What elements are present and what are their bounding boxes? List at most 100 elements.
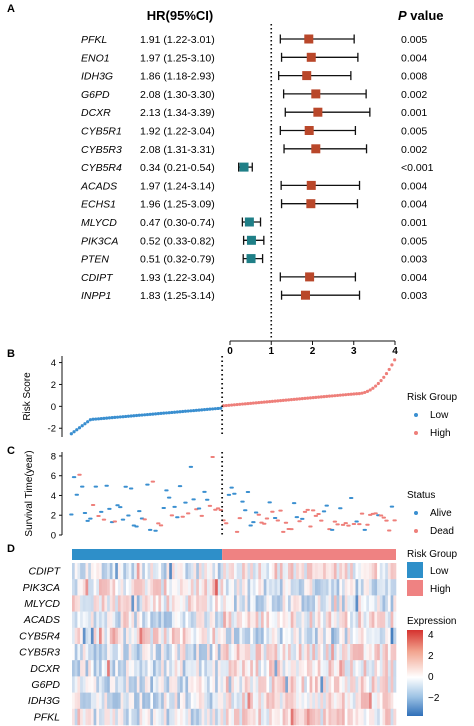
heatmap-cell: [301, 579, 305, 596]
heatmap-cell: [126, 708, 129, 726]
heatmap-cell: [371, 579, 375, 596]
survival-point: [104, 484, 109, 487]
heatmap-cell: [247, 660, 251, 677]
heatmap-cell: [190, 644, 194, 661]
heatmap-cell: [190, 611, 194, 629]
risk-point: [393, 358, 397, 362]
gene-label: INPP1: [81, 290, 111, 302]
heatmap-cell: [269, 563, 273, 580]
heatmap-cell: [309, 708, 313, 726]
heatmap-cell: [377, 660, 381, 677]
hr-ci-label: 1.92 (1.22-3.04): [140, 126, 215, 138]
heatmap-cell: [82, 644, 86, 661]
heatmap-cell: [201, 579, 205, 596]
p-column-header: P value: [398, 8, 444, 23]
heatmap-cell: [85, 627, 89, 645]
heatmap-cell: [96, 676, 100, 693]
heatmap-cell: [344, 563, 348, 580]
heatmap-cell: [144, 627, 148, 645]
heatmap-cell: [266, 627, 270, 645]
risk-y-tick-label: 4: [51, 358, 56, 369]
heatmap-cell: [74, 611, 78, 629]
risk-point: [382, 375, 386, 379]
heatmap-cell: [228, 595, 232, 612]
heatmap-cell: [115, 708, 119, 726]
hr-ci-label: 2.08 (1.30-3.30): [140, 89, 215, 101]
risk-point: [126, 414, 131, 418]
heatmap-cell: [207, 611, 210, 629]
heatmap-cell: [185, 595, 189, 612]
p-value-label: 0.008: [401, 71, 427, 83]
heatmap-cell: [293, 708, 297, 726]
heatmap-cell: [293, 692, 297, 710]
survival-point: [316, 513, 321, 516]
heatmap-cell: [107, 676, 111, 693]
heatmap-cell: [80, 676, 84, 693]
risk-point: [319, 395, 323, 399]
heatmap-cell: [228, 627, 232, 645]
risk-point: [254, 401, 258, 405]
heatmap-cell: [360, 611, 364, 629]
heatmap-cell: [123, 579, 127, 596]
heatmap-cell: [309, 595, 313, 612]
heatmap-legend-low-label: Low: [430, 566, 449, 577]
heatmap-cell: [131, 644, 135, 661]
survival-point: [294, 516, 300, 519]
hr-marker: [302, 71, 312, 81]
heatmap-cell: [174, 692, 178, 710]
heatmap-cell: [120, 644, 124, 661]
risk-point: [172, 410, 177, 414]
heatmap-cell: [204, 644, 208, 661]
heatmap-cell: [306, 676, 310, 693]
heatmap-cell: [101, 692, 105, 710]
heatmap-cell: [101, 579, 105, 596]
heatmap-cell: [234, 627, 237, 645]
heatmap-cell: [123, 611, 127, 629]
heatmap-cell: [163, 579, 167, 596]
heatmap-cell: [126, 660, 129, 677]
heatmap-cell: [382, 644, 386, 661]
risk-y-tick-label: -2: [48, 424, 56, 435]
heatmap-cell: [325, 708, 329, 726]
expression-legend: Expression 4 2 0 −2: [407, 616, 456, 716]
heatmap-cell: [252, 611, 256, 629]
heatmap-cell: [239, 676, 243, 693]
heatmap-cell: [142, 660, 146, 677]
heatmap-cell: [166, 676, 170, 693]
survival-point: [329, 528, 335, 531]
heatmap-cell: [296, 627, 300, 645]
heatmap-cell: [185, 708, 189, 726]
risk-point: [276, 399, 280, 403]
risk-point: [121, 415, 125, 419]
heatmap-cell: [161, 579, 165, 596]
heatmap-cell: [201, 644, 205, 661]
heatmap-cell: [198, 708, 202, 726]
heatmap-cell: [347, 595, 351, 612]
heatmap-cell: [223, 579, 227, 596]
heatmap-cell: [166, 627, 170, 645]
heatmap-cell: [274, 563, 278, 580]
heatmap-cell: [234, 708, 237, 726]
heatmap-cell: [293, 595, 297, 612]
heatmap-cell: [350, 692, 354, 710]
risk-legend-low-label: Low: [430, 410, 449, 421]
risk-point: [145, 412, 150, 417]
risk-point: [216, 406, 220, 411]
heatmap-cell: [279, 595, 283, 612]
heatmap-cell: [258, 563, 262, 580]
heatmap-cell: [88, 627, 92, 645]
survival-point: [362, 528, 367, 531]
heatmap-cell: [242, 644, 246, 661]
heatmap-cell: [312, 676, 316, 693]
risk-point: [140, 413, 144, 417]
heatmap-cell: [123, 676, 127, 693]
heatmap-cell: [350, 644, 354, 661]
hr-ci-label: 0.34 (0.21-0.54): [140, 162, 215, 174]
heatmap-cell: [131, 563, 135, 580]
heatmap-cell: [231, 627, 235, 645]
heatmap-cell: [277, 692, 281, 710]
hr-marker: [239, 162, 249, 172]
heatmap-cell: [355, 563, 359, 580]
heatmap-cell: [250, 627, 254, 645]
heatmap-cell: [298, 627, 302, 645]
